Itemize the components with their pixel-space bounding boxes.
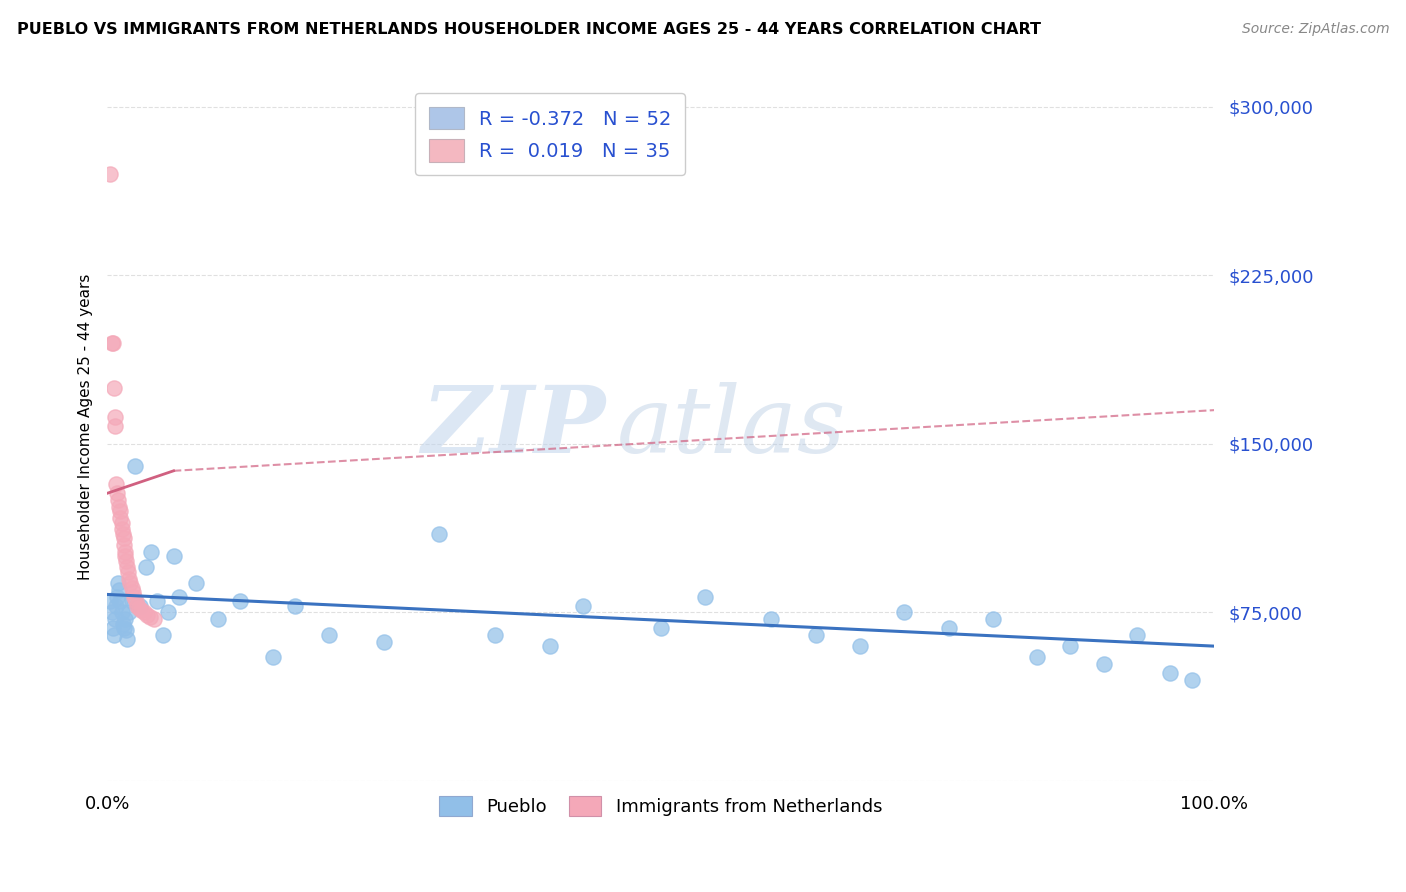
Text: Source: ZipAtlas.com: Source: ZipAtlas.com: [1241, 22, 1389, 37]
Point: [110, 511, 132, 525]
Point: [128, 601, 150, 615]
Point: [105, 477, 128, 491]
Point: [105, 599, 128, 613]
Point: [141, 545, 163, 559]
Point: [693, 590, 716, 604]
Point: [318, 628, 340, 642]
Point: [114, 545, 136, 559]
Point: [110, 606, 132, 620]
Point: [938, 621, 960, 635]
Point: [112, 621, 135, 635]
Point: [120, 576, 142, 591]
Point: [1126, 628, 1149, 642]
Point: [101, 621, 124, 635]
Point: [115, 632, 138, 647]
Point: [207, 612, 229, 626]
Point: [100, 167, 122, 181]
Point: [538, 639, 561, 653]
Point: [103, 381, 125, 395]
Point: [110, 522, 132, 536]
Point: [104, 612, 127, 626]
Point: [117, 565, 139, 579]
Point: [125, 599, 148, 613]
Point: [124, 459, 146, 474]
Point: [139, 610, 162, 624]
Point: [152, 628, 174, 642]
Point: [111, 526, 134, 541]
Point: [131, 603, 153, 617]
Text: atlas: atlas: [616, 382, 846, 472]
Point: [262, 650, 284, 665]
Point: [146, 594, 169, 608]
Point: [107, 493, 129, 508]
Point: [110, 516, 132, 530]
Point: [132, 606, 155, 620]
Point: [110, 504, 132, 518]
Point: [104, 418, 127, 433]
Point: [121, 581, 143, 595]
Point: [1026, 650, 1049, 665]
Point: [101, 335, 124, 350]
Point: [100, 335, 122, 350]
Point: [650, 621, 672, 635]
Point: [761, 612, 783, 626]
Point: [108, 500, 131, 514]
Point: [849, 639, 872, 653]
Point: [427, 526, 450, 541]
Point: [184, 576, 207, 591]
Point: [981, 612, 1004, 626]
Point: [118, 606, 141, 620]
Y-axis label: Householder Income Ages 25 - 44 years: Householder Income Ages 25 - 44 years: [79, 274, 93, 580]
Point: [162, 549, 184, 564]
Point: [284, 599, 307, 613]
Point: [229, 594, 252, 608]
Point: [1159, 666, 1181, 681]
Point: [115, 560, 138, 574]
Point: [111, 616, 134, 631]
Point: [100, 594, 122, 608]
Point: [373, 634, 395, 648]
Point: [125, 594, 148, 608]
Point: [484, 628, 506, 642]
Point: [572, 599, 595, 613]
Point: [105, 486, 128, 500]
Text: PUEBLO VS IMMIGRANTS FROM NETHERLANDS HOUSEHOLDER INCOME AGES 25 - 44 YEARS CORR: PUEBLO VS IMMIGRANTS FROM NETHERLANDS HO…: [17, 22, 1040, 37]
Point: [105, 590, 128, 604]
Point: [122, 590, 145, 604]
Point: [108, 582, 131, 597]
Point: [136, 607, 159, 622]
Point: [115, 624, 138, 638]
Point: [129, 599, 152, 613]
Point: [135, 560, 157, 574]
Point: [157, 606, 180, 620]
Point: [1092, 657, 1115, 672]
Point: [104, 409, 127, 424]
Legend: Pueblo, Immigrants from Netherlands: Pueblo, Immigrants from Netherlands: [430, 787, 891, 825]
Point: [114, 549, 136, 564]
Point: [118, 572, 141, 586]
Point: [114, 612, 136, 626]
Point: [110, 594, 132, 608]
Point: [142, 612, 165, 626]
Point: [115, 554, 138, 568]
Point: [112, 531, 135, 545]
Point: [121, 585, 143, 599]
Point: [804, 628, 827, 642]
Point: [107, 576, 129, 591]
Point: [103, 628, 125, 642]
Point: [1059, 639, 1081, 653]
Point: [100, 606, 122, 620]
Point: [1181, 673, 1204, 687]
Point: [167, 590, 190, 604]
Point: [112, 538, 135, 552]
Point: [893, 606, 915, 620]
Point: [121, 594, 143, 608]
Text: ZIP: ZIP: [422, 382, 606, 472]
